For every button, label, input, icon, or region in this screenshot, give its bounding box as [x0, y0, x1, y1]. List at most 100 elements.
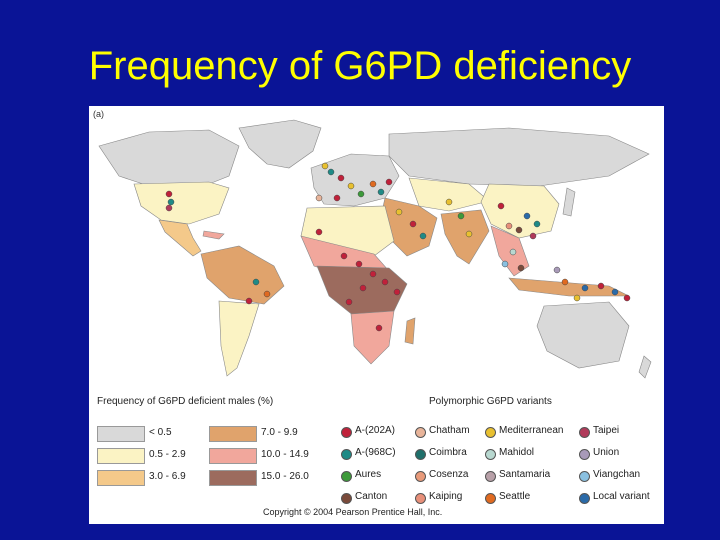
- variant-dot: [409, 220, 417, 228]
- variant-swatch: [579, 449, 590, 460]
- variant-dot: [315, 228, 323, 236]
- variant-dot: [505, 222, 513, 230]
- variant-swatch: [415, 471, 426, 482]
- variant-dot: [533, 220, 541, 228]
- variant-swatch: [579, 471, 590, 482]
- frequency-swatch: [209, 448, 257, 464]
- variant-dot: [597, 282, 605, 290]
- variant-dot: [497, 202, 505, 210]
- map-figure: (a): [89, 106, 664, 524]
- region-north-america: [98, 129, 240, 187]
- variant-dot: [165, 190, 173, 198]
- variant-dot: [263, 290, 271, 298]
- region-japan: [562, 187, 576, 217]
- variant-dot: [375, 324, 383, 332]
- variant-dot: [523, 212, 531, 220]
- region-russia: [388, 127, 650, 187]
- variant-label: Kaiping: [429, 491, 463, 502]
- variant-dot: [333, 194, 341, 202]
- variant-dot: [385, 178, 393, 186]
- variant-label: Viangchan: [593, 469, 641, 480]
- variant-swatch: [485, 471, 496, 482]
- variant-label: A-(202A): [355, 425, 396, 436]
- region-indonesia: [508, 277, 630, 297]
- variant-dot: [395, 208, 403, 216]
- copyright-notice: Copyright © 2004 Pearson Prentice Hall, …: [263, 507, 443, 517]
- frequency-swatch: [97, 470, 145, 486]
- variant-dot: [529, 232, 537, 240]
- variant-label: Coimbra: [429, 447, 467, 458]
- variant-dot: [465, 230, 473, 238]
- variant-dot: [165, 204, 173, 212]
- variant-dot: [321, 162, 329, 170]
- variant-dot: [419, 232, 427, 240]
- region-india: [440, 209, 490, 265]
- region-madagascar: [404, 317, 416, 345]
- world-map: [98, 119, 652, 379]
- variant-dot: [573, 294, 581, 302]
- variant-dot: [315, 194, 323, 202]
- region-new-zealand: [638, 355, 652, 379]
- variant-dots: [165, 162, 631, 332]
- variant-label: Seattle: [499, 491, 531, 502]
- variant-dot: [337, 174, 345, 182]
- region-greenland: [238, 119, 322, 169]
- variant-label: Santamaria: [499, 469, 551, 480]
- variant-label: Chatham: [429, 425, 470, 436]
- variant-label: Taipei: [593, 425, 620, 436]
- variant-dot: [327, 168, 335, 176]
- variant-dot: [369, 270, 377, 278]
- region-south-america-south: [218, 300, 260, 377]
- variant-swatch: [485, 427, 496, 438]
- variant-dot: [501, 260, 509, 268]
- frequency-label: 0.5 - 2.9: [149, 449, 186, 460]
- frequency-swatch: [209, 470, 257, 486]
- variant-dot: [252, 278, 260, 286]
- variant-dot: [561, 278, 569, 286]
- variant-dot: [355, 260, 363, 268]
- variant-swatch: [415, 493, 426, 504]
- region-central-asia: [408, 177, 490, 212]
- variant-label: Cosenza: [429, 469, 469, 480]
- variant-swatch: [579, 493, 590, 504]
- variant-swatch: [341, 449, 352, 460]
- variant-dot: [611, 288, 619, 296]
- variant-dot: [369, 180, 377, 188]
- variant-dot: [381, 278, 389, 286]
- variant-dot: [377, 188, 385, 196]
- variant-dot: [509, 248, 517, 256]
- variant-dot: [457, 212, 465, 220]
- variant-dot: [553, 266, 561, 274]
- frequency-label: 3.0 - 6.9: [149, 471, 186, 482]
- variant-dot: [393, 288, 401, 296]
- frequency-label: 7.0 - 9.9: [261, 427, 298, 438]
- region-australia: [536, 301, 630, 369]
- variant-swatch: [485, 493, 496, 504]
- region-south-america-north: [200, 245, 285, 305]
- region-caribbean: [202, 230, 225, 240]
- slide-title: Frequency of G6PD deficiency: [88, 44, 632, 88]
- variant-legend-title: Polymorphic G6PD variants: [429, 396, 552, 407]
- frequency-label: 10.0 - 14.9: [261, 449, 309, 460]
- variant-dot: [357, 190, 365, 198]
- variant-label: Mediterranean: [499, 425, 564, 436]
- variant-dot: [245, 297, 253, 305]
- variant-dot: [345, 298, 353, 306]
- frequency-legend-title: Frequency of G6PD deficient males (%): [97, 396, 274, 407]
- variant-dot: [347, 182, 355, 190]
- variant-label: Mahidol: [499, 447, 535, 458]
- region-usa: [133, 181, 230, 225]
- variant-label: Union: [593, 447, 620, 458]
- variant-label: Aures: [355, 469, 382, 480]
- variant-dot: [581, 284, 589, 292]
- variant-swatch: [415, 427, 426, 438]
- region-mexico: [158, 219, 202, 257]
- variant-dot: [517, 264, 525, 272]
- variant-dot: [623, 294, 631, 302]
- frequency-label: < 0.5: [149, 427, 172, 438]
- region-southern-africa: [350, 310, 395, 365]
- variant-dot: [340, 252, 348, 260]
- variant-label: Local variant: [593, 491, 650, 502]
- frequency-swatch: [97, 426, 145, 442]
- variant-label: A-(968C): [355, 447, 396, 458]
